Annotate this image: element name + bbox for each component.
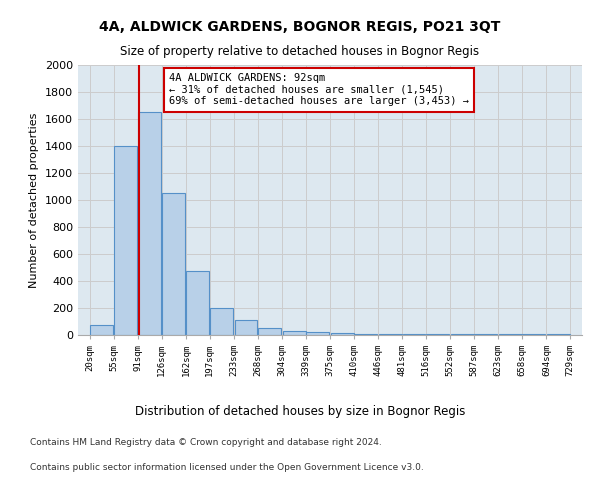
Text: 4A, ALDWICK GARDENS, BOGNOR REGIS, PO21 3QT: 4A, ALDWICK GARDENS, BOGNOR REGIS, PO21 …	[100, 20, 500, 34]
Text: Contains HM Land Registry data © Crown copyright and database right 2024.: Contains HM Land Registry data © Crown c…	[30, 438, 382, 447]
Bar	[258, 328, 281, 335]
Bar	[355, 334, 377, 335]
Bar	[283, 331, 305, 335]
Bar	[403, 334, 425, 335]
Bar	[210, 308, 233, 335]
Bar	[475, 334, 497, 335]
Bar	[187, 271, 209, 335]
Text: 4A ALDWICK GARDENS: 92sqm
← 31% of detached houses are smaller (1,545)
69% of se: 4A ALDWICK GARDENS: 92sqm ← 31% of detac…	[169, 73, 469, 106]
Bar	[499, 334, 521, 335]
Bar	[235, 320, 257, 335]
Text: Distribution of detached houses by size in Bognor Regis: Distribution of detached houses by size …	[135, 405, 465, 418]
Bar	[547, 334, 570, 335]
Text: Contains public sector information licensed under the Open Government Licence v3: Contains public sector information licen…	[30, 463, 424, 472]
Bar	[114, 146, 137, 335]
Bar	[139, 112, 161, 335]
Bar	[451, 334, 473, 335]
Bar	[162, 193, 185, 335]
Y-axis label: Number of detached properties: Number of detached properties	[29, 112, 40, 288]
Bar	[426, 334, 449, 335]
Bar	[379, 334, 402, 335]
Bar	[90, 325, 113, 335]
Bar	[523, 334, 545, 335]
Bar	[331, 333, 353, 335]
Bar	[307, 332, 329, 335]
Text: Size of property relative to detached houses in Bognor Regis: Size of property relative to detached ho…	[121, 45, 479, 58]
